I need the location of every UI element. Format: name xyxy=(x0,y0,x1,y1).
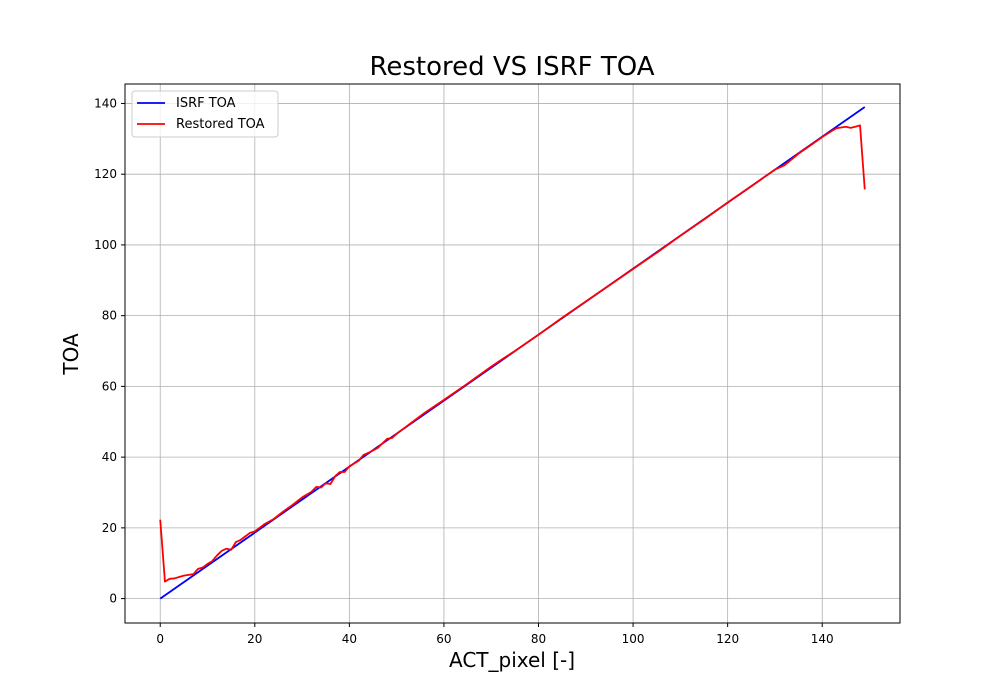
x-tick-label: 120 xyxy=(716,632,739,646)
x-tick-label: 20 xyxy=(247,632,262,646)
y-tick-label: 100 xyxy=(94,238,117,252)
x-tick-label: 140 xyxy=(811,632,834,646)
x-tick-label: 60 xyxy=(436,632,451,646)
x-tick-label: 100 xyxy=(622,632,645,646)
x-tick-label: 40 xyxy=(342,632,357,646)
series-line-restored-toa xyxy=(159,124,866,583)
grid-layer xyxy=(125,84,900,623)
y-tick-label: 120 xyxy=(94,167,117,181)
x-axis-label: ACT_pixel [-] xyxy=(449,648,575,672)
y-tick-label: 140 xyxy=(94,96,117,110)
y-tick-label: 60 xyxy=(102,379,117,393)
y-axis-label: TOA xyxy=(59,333,83,376)
chart-title: Restored VS ISRF TOA xyxy=(369,52,654,82)
y-tick-label: 0 xyxy=(109,592,117,606)
y-tick-label: 80 xyxy=(102,309,117,323)
legend: ISRF TOA Restored TOA xyxy=(131,90,279,138)
plot-frame xyxy=(124,83,901,624)
series-layer xyxy=(159,106,866,600)
x-tick-label: 80 xyxy=(531,632,546,646)
legend-label-restored: Restored TOA xyxy=(176,117,265,132)
y-tick-label: 20 xyxy=(102,521,117,535)
x-tick-label: 0 xyxy=(156,632,164,646)
tick-layer: 0 20 40 60 80 100 120 140 0 20 40 60 80 100 120 140 xyxy=(94,96,834,646)
y-tick-label: 40 xyxy=(102,450,117,464)
legend-box xyxy=(131,90,279,138)
legend-label-isrf: ISRF TOA xyxy=(176,96,236,111)
